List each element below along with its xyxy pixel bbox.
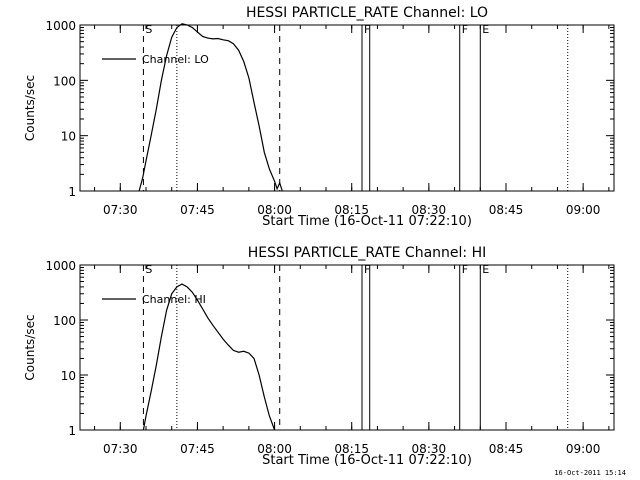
event-marker-label: S <box>145 263 152 276</box>
event-marker-label: F <box>462 23 468 36</box>
x-tick-label: 08:15 <box>334 442 369 456</box>
event-marker-label: F <box>364 23 370 36</box>
y-tick-label: 1 <box>68 424 76 438</box>
y-tick-label: 10 <box>61 130 76 144</box>
plot-frame <box>79 264 615 431</box>
x-tick-label: 08:30 <box>412 442 447 456</box>
y-tick-label: 100 <box>53 314 76 328</box>
x-tick-label: 07:30 <box>103 442 138 456</box>
x-tick-label: 08:30 <box>412 203 447 217</box>
y-tick-label: 100 <box>53 74 76 88</box>
y-tick-label: 1000 <box>45 19 76 33</box>
y-tick-label: 10 <box>61 369 76 383</box>
y-axis-label: Counts/sec <box>23 75 37 141</box>
event-marker-label: E <box>482 23 489 36</box>
y-axis-label: Counts/sec <box>23 314 37 380</box>
series-line <box>138 23 283 192</box>
chart-panel-lo: HESSI PARTICLE_RATE Channel: LO 07:30 07:4… <box>23 5 615 229</box>
footer-timestamp: 16-Oct-2011 15:14 <box>554 469 626 477</box>
x-tick-label: 09:00 <box>566 442 601 456</box>
x-tick-label: 08:15 <box>334 203 369 217</box>
x-tick-label: 08:45 <box>489 203 524 217</box>
series-line <box>142 283 276 431</box>
x-axis-label: Start Time (16-Oct-11 07:22:10) <box>262 453 472 468</box>
event-marker-label: E <box>482 263 489 276</box>
event-marker-label: F <box>364 263 370 276</box>
x-axis-label: Start Time (16-Oct-11 07:22:10) <box>262 214 472 229</box>
y-tick-label: 1 <box>68 185 76 199</box>
event-marker-label: F <box>462 263 468 276</box>
event-marker-label: S <box>145 23 152 36</box>
x-tick-label: 08:45 <box>489 442 524 456</box>
legend-label: Channel: HI <box>142 293 206 306</box>
chart-title: HESSI PARTICLE_RATE Channel: HI <box>248 245 486 261</box>
y-tick-label: 1000 <box>45 259 76 273</box>
x-tick-label: 07:30 <box>103 203 138 217</box>
x-tick-label: 08:00 <box>257 203 292 217</box>
x-tick-label: 07:45 <box>180 442 215 456</box>
plot-frame <box>79 24 615 192</box>
legend-label: Channel: LO <box>142 53 209 66</box>
x-tick-label: 09:00 <box>566 203 601 217</box>
chart-title: HESSI PARTICLE_RATE Channel: LO <box>246 5 488 21</box>
x-tick-label: 08:00 <box>257 442 292 456</box>
chart-panel-hi: HESSI PARTICLE_RATE Channel: HI 07:30 07:4… <box>23 245 615 468</box>
x-tick-label: 07:45 <box>180 203 215 217</box>
